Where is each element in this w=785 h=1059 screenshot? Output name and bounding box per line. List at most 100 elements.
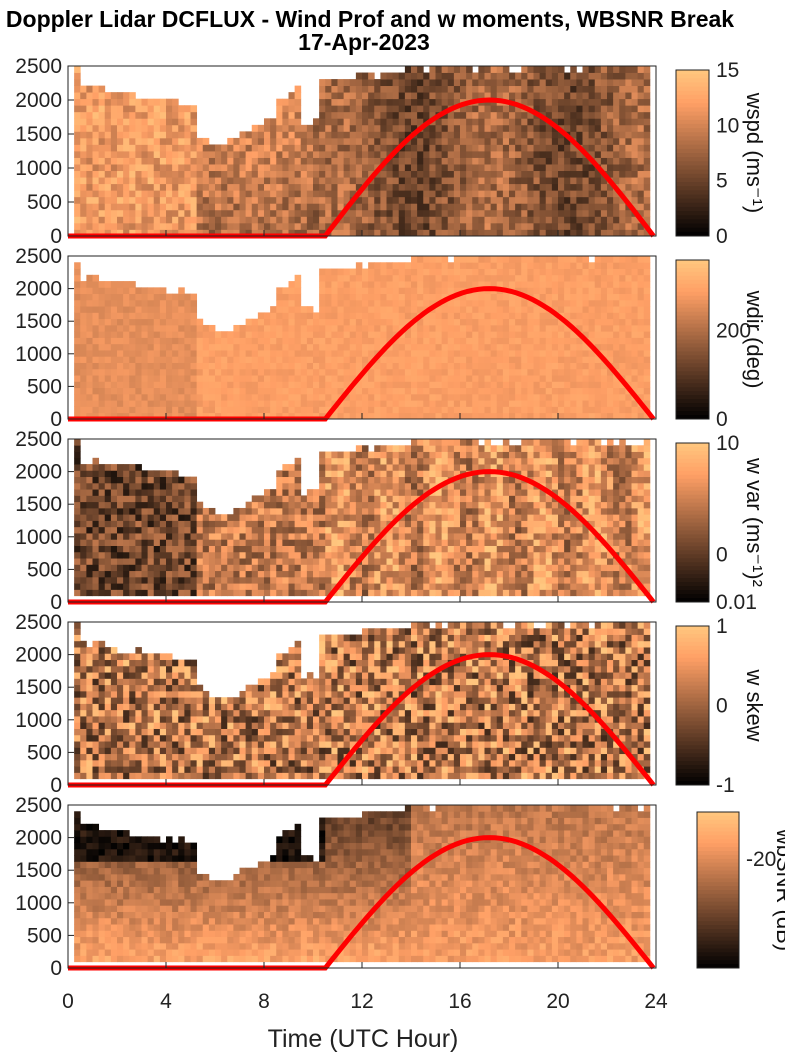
heatmap-cell <box>362 98 369 106</box>
heatmap-cell <box>129 343 136 351</box>
heatmap-cell <box>625 368 632 376</box>
heatmap-cell <box>196 375 204 382</box>
heatmap-cell <box>153 368 161 376</box>
heatmap-cell <box>92 183 100 191</box>
heatmap-cell <box>404 105 412 113</box>
heatmap-cell <box>447 400 455 407</box>
heatmap-cell <box>392 85 400 93</box>
heatmap-cell <box>533 406 541 414</box>
heatmap-cell <box>643 124 651 132</box>
heatmap-cell <box>460 331 467 338</box>
heatmap-cell <box>368 274 375 282</box>
heatmap-cell <box>643 131 651 139</box>
heatmap-cell <box>570 79 577 87</box>
heatmap-cell <box>123 368 130 376</box>
heatmap-cell <box>184 190 191 198</box>
heatmap-cell <box>423 362 430 370</box>
heatmap-cell <box>325 203 332 211</box>
heatmap-cell <box>98 393 106 401</box>
heatmap-cell <box>362 118 369 126</box>
heatmap-cell <box>343 274 351 282</box>
heatmap-cell <box>153 144 161 152</box>
heatmap-cell <box>533 164 541 172</box>
colorbar-step <box>676 186 709 191</box>
heatmap-cell <box>551 105 559 113</box>
heatmap-cell <box>625 375 632 382</box>
heatmap-cell <box>80 583 87 590</box>
heatmap-cell <box>135 170 142 178</box>
heatmap-cell <box>98 151 106 158</box>
heatmap-cell <box>190 356 198 363</box>
heatmap-cell <box>558 131 565 139</box>
heatmap-cell <box>92 92 100 100</box>
heatmap-cell <box>74 381 81 389</box>
heatmap-cell <box>221 350 228 357</box>
heatmap-cell <box>331 350 338 357</box>
heatmap-cell <box>190 293 198 301</box>
heatmap-cell <box>92 203 100 211</box>
heatmap-cell <box>86 312 93 320</box>
colorbar-step <box>676 299 709 305</box>
heatmap-cell <box>74 157 81 165</box>
heatmap-cell <box>190 111 198 119</box>
heatmap-cell <box>110 545 118 553</box>
heatmap-cell <box>245 501 253 509</box>
heatmap-cell <box>349 362 357 370</box>
heatmap-cell <box>539 331 547 338</box>
heatmap-cell <box>98 190 106 198</box>
heatmap-cell <box>349 177 357 185</box>
heatmap-cell <box>404 72 412 80</box>
heatmap-cell <box>509 368 516 376</box>
heatmap-cell <box>527 131 534 139</box>
heatmap-cell <box>460 111 467 119</box>
heatmap-cell <box>600 144 608 152</box>
heatmap-cell <box>576 203 583 211</box>
heatmap-cell <box>331 293 338 301</box>
heatmap-cell <box>453 66 461 73</box>
heatmap-cell <box>306 131 314 139</box>
heatmap-cell <box>282 387 289 395</box>
heatmap-cell <box>123 470 130 478</box>
heatmap-cell <box>625 137 632 145</box>
heatmap-cell <box>380 216 387 224</box>
heatmap-cell <box>539 318 547 326</box>
heatmap-cell <box>276 368 283 376</box>
heatmap-cell <box>429 72 436 80</box>
heatmap-cell <box>184 368 191 376</box>
heatmap-cell <box>453 118 461 126</box>
heatmap-cell <box>166 589 173 597</box>
heatmap-cell <box>466 350 473 357</box>
heatmap-cell <box>319 170 326 178</box>
heatmap-cell <box>178 589 185 597</box>
heatmap-cell <box>319 124 326 132</box>
heatmap-cell <box>92 362 100 370</box>
heatmap-cell <box>619 137 626 145</box>
heatmap-cell <box>625 299 632 307</box>
heatmap-cell <box>392 111 400 119</box>
heatmap-cell <box>386 229 394 237</box>
heatmap-cell <box>233 558 240 565</box>
heatmap-cell <box>613 98 620 106</box>
heatmap-cell <box>239 576 247 584</box>
heatmap-cell <box>117 489 124 496</box>
heatmap-cell <box>533 66 541 73</box>
heatmap-cell <box>251 151 259 158</box>
heatmap-cell <box>349 356 357 363</box>
heatmap-cell <box>208 564 216 572</box>
heatmap-cell <box>190 362 198 370</box>
heatmap-cell <box>80 526 87 534</box>
heatmap-cell <box>300 375 308 382</box>
heatmap-cell <box>564 324 571 332</box>
heatmap-cell <box>221 183 228 191</box>
heatmap-cell <box>153 576 161 584</box>
heatmap-cell <box>496 164 504 172</box>
heatmap-cell <box>190 306 198 313</box>
heatmap-cell <box>239 393 247 401</box>
heatmap-cell <box>423 387 430 395</box>
heatmap-cell <box>392 287 400 295</box>
heatmap-cell <box>435 381 443 389</box>
heatmap-cell <box>625 274 632 282</box>
heatmap-cell <box>527 157 534 165</box>
heatmap-cell <box>429 262 436 269</box>
heatmap-cell <box>411 362 418 370</box>
